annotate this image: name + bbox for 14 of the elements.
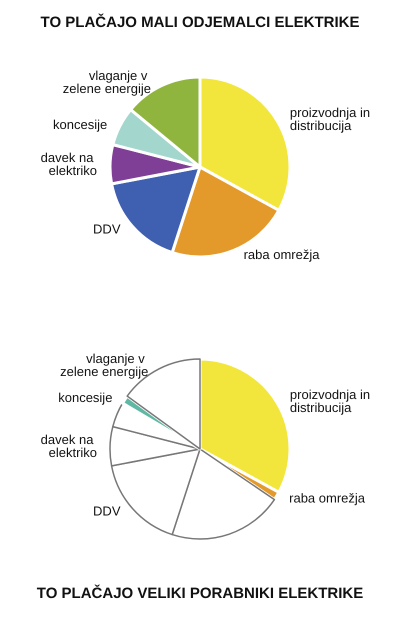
slice-label: koncesije xyxy=(53,116,108,132)
slice-label: vlaganje v zelene energije xyxy=(60,351,148,380)
slice-label: proizvodnja in distribucija xyxy=(290,387,374,416)
slice-label: raba omrežja xyxy=(289,490,366,506)
slice-label: DDV xyxy=(93,222,121,237)
slice-label: koncesije xyxy=(58,390,112,405)
slice-label: raba omrežja xyxy=(244,246,320,262)
text: TO PLAČAJO VELIKI PORABNIKI ELEKTRIKE xyxy=(36,584,364,602)
slice-label: davek na elektriko xyxy=(40,150,98,178)
slice-label: DDV xyxy=(93,504,121,519)
chart-title: TO PLAČAJO MALI ODJEMALCI ELEKTRIKE xyxy=(40,13,360,31)
slice-label: davek na elektriko xyxy=(40,432,98,460)
slice-label: vlaganje v zelene energije xyxy=(62,68,151,96)
slice-label: proizvodnja in distribucija xyxy=(290,105,374,134)
